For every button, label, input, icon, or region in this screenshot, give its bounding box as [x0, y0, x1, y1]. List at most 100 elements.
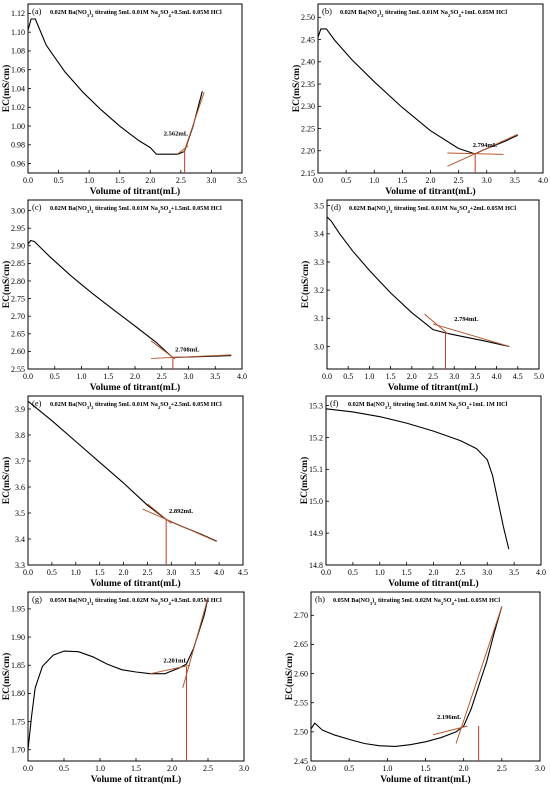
panel-6-ytick-label: 14.9 [309, 529, 323, 538]
panel-7-label: (g) [32, 594, 42, 604]
panel-3-ytick-label: 2.65 [11, 330, 25, 339]
panel-6-xtick-label: 1.5 [402, 568, 412, 577]
panel-1-xtick-label: 1.5 [115, 176, 125, 185]
panel-2-axes-frame [317, 3, 544, 174]
panel-3-ytick-label: 2.90 [11, 242, 25, 251]
panel-8-xtick-label: 1.0 [382, 764, 392, 773]
panel-3-title: 0.02M Ba(NO3)2 titrating 5mL 0.01M Na2SO… [50, 205, 222, 214]
panel-7-ytick-label: 1.80 [11, 689, 25, 698]
panel-3-xtick-label: 3.0 [184, 372, 194, 381]
panel-5-series-1 [27, 400, 217, 542]
panel-6-axes-frame [325, 395, 542, 566]
panel-7-axes-frame [27, 591, 245, 762]
panel-7-xlabel: Volume of titrant(mL) [91, 774, 181, 785]
panel-4-ylabel: EC(mS/cm) [300, 261, 311, 309]
panel-7-fit-line-2 [150, 664, 191, 675]
panel-2-ytick-label: 2.35 [301, 80, 315, 89]
panel-3-ytick-label: 2.60 [11, 347, 25, 356]
panel-4-xtick-label: 5.0 [534, 372, 544, 381]
panel-5-fit-line-2 [147, 503, 172, 524]
panel-6-xtick-label: 3.0 [482, 568, 492, 577]
panel-1-ytick-label: 1.02 [11, 103, 25, 112]
panel-1-ytick-label: 1.08 [11, 47, 25, 56]
panel-5-xlabel: Volume of titrant(mL) [90, 578, 180, 589]
panel-2-ytick-label: 2.20 [301, 147, 315, 156]
panel-8-ytick-label: 2.55 [294, 699, 308, 708]
panel-6-ytick-label: 15.2 [309, 433, 323, 442]
panel-3-fit-line-1 [151, 354, 232, 359]
panel-1-xlabel: Volume of titrant(mL) [90, 186, 180, 197]
panel-5-xtick-label: 0.0 [23, 568, 33, 577]
panel-1-xtick-label: 1.0 [84, 176, 94, 185]
panel-5-ytick-label: 3.8 [15, 431, 25, 440]
panel-1-ytick-label: 0.98 [11, 141, 25, 150]
panel-6-ytick-label: 14.8 [309, 561, 323, 570]
panel-5-xtick-label: 1.0 [71, 568, 81, 577]
panel-3-fit-line-2 [150, 340, 176, 360]
panel-8-xlabel: Volume of titrant(mL) [380, 774, 470, 785]
panel-6: 0.0 0.5 1.0 1.5 2.0 2.5 3.0 3.5 4.0 14.8 14.9 15.0 1… [299, 395, 546, 589]
panel-8-endpoint-label: 2.196mL [437, 714, 462, 721]
panel-8-series-1 [310, 606, 503, 747]
panel-8-ytick-label: 2.45 [294, 757, 308, 766]
panel-2-ytick-label: 2.15 [301, 169, 315, 178]
panel-3-ytick-label: 2.55 [11, 365, 25, 374]
panel-8-title: 0.05M Ba(NO3)2 titrating 5mL 0.02M Na2SO… [333, 597, 500, 606]
panel-6-xtick-label: 3.5 [509, 568, 519, 577]
panel-8-ytick-label: 2.50 [294, 728, 308, 737]
panel-3-ytick-label: 2.70 [11, 312, 25, 321]
panel-6-xtick-label: 1.0 [375, 568, 385, 577]
panel-8-ytick-label: 2.70 [294, 611, 308, 620]
panel-8-xtick-label: 0.0 [306, 764, 316, 773]
panel-4-label: (d) [331, 202, 341, 212]
panel-1-ylabel: EC(mS/cm) [1, 65, 12, 113]
panel-4-xtick-label: 4.0 [492, 372, 502, 381]
panel-2-xtick-label: 2.0 [426, 176, 436, 185]
panel-2-fit-line-1 [447, 133, 518, 167]
panel-4-xlabel: Volume of titrant(mL) [388, 382, 478, 393]
panel-5-endpoint-label: 2.892mL [169, 508, 194, 515]
panel-3-xtick-label: 3.5 [210, 372, 220, 381]
panel-1-ytick-label: 1.06 [11, 66, 25, 75]
panel-8-xtick-label: 3.0 [535, 764, 545, 773]
panel-3-xtick-label: 0.0 [23, 372, 33, 381]
panel-2-fit-line-2 [447, 152, 504, 155]
panel-4-series-1 [326, 216, 510, 348]
panel-5-xtick-label: 3.0 [166, 568, 176, 577]
panel-4-xtick-label: 2.0 [407, 372, 417, 381]
panel-2-ytick-label: 2.40 [301, 58, 315, 67]
panel-4-ytick-label: 3.0 [314, 342, 324, 351]
panel-2-xtick-label: 0.5 [341, 176, 351, 185]
panel-5: 0.0 0.5 1.0 1.5 2.0 2.5 3.0 3.5 4.0 4.5 3.3 3.4 3.5 3… [1, 395, 248, 589]
panel-7-ylabel: EC(mS/cm) [1, 653, 12, 701]
panel-4-xtick-label: 0.0 [322, 372, 332, 381]
panel-4-title: 0.02M Ba(NO3)2 titrating 5mL 0.01M Na2SO… [349, 205, 516, 214]
panel-5-fit-line-1 [142, 508, 217, 543]
panel-3-xtick-label: 2.0 [130, 372, 140, 381]
panel-4-axes-frame [326, 199, 540, 370]
panel-5-ytick-label: 3.4 [15, 535, 25, 544]
panel-1-xtick-label: 2.5 [176, 176, 186, 185]
panel-6-title: 0.02M Ba(NO3)2 titrating 5mL 0.01M Na2SO… [348, 401, 508, 410]
panel-2-ytick-label: 2.45 [301, 35, 315, 44]
panel-1-fit-line-1 [176, 145, 189, 155]
panel-7-series-1 [27, 597, 209, 750]
panel-5-xtick-label: 4.0 [214, 568, 224, 577]
panel-6-xtick-label: 0.0 [321, 568, 331, 577]
panel-3-xlabel: Volume of titrant(mL) [90, 382, 180, 393]
panel-5-xtick-label: 3.5 [190, 568, 200, 577]
panel-1-endpoint-label: 2.562mL [164, 130, 189, 137]
panel-7-title: 0.05M Ba(NO3)2 titrating 5mL 0.02M Na2SO… [50, 597, 222, 606]
panel-7-endpoint-label: 2.201mL [163, 657, 188, 664]
panel-6-ytick-label: 15.0 [309, 497, 323, 506]
panel-6-xtick-label: 2.0 [429, 568, 439, 577]
panel-1-xtick-label: 2.0 [145, 176, 155, 185]
panel-1-ytick-label: 1.00 [11, 122, 25, 131]
panel-1-xtick-label: 3.5 [237, 176, 247, 185]
panel-3-xtick-label: 1.0 [77, 372, 87, 381]
panel-3-xtick-label: 1.5 [103, 372, 113, 381]
panel-4-xtick-label: 2.5 [428, 372, 438, 381]
panel-1-axes-frame [27, 3, 243, 174]
panel-4-xtick-label: 1.0 [364, 372, 374, 381]
panel-8-fit-line-2 [433, 725, 468, 736]
